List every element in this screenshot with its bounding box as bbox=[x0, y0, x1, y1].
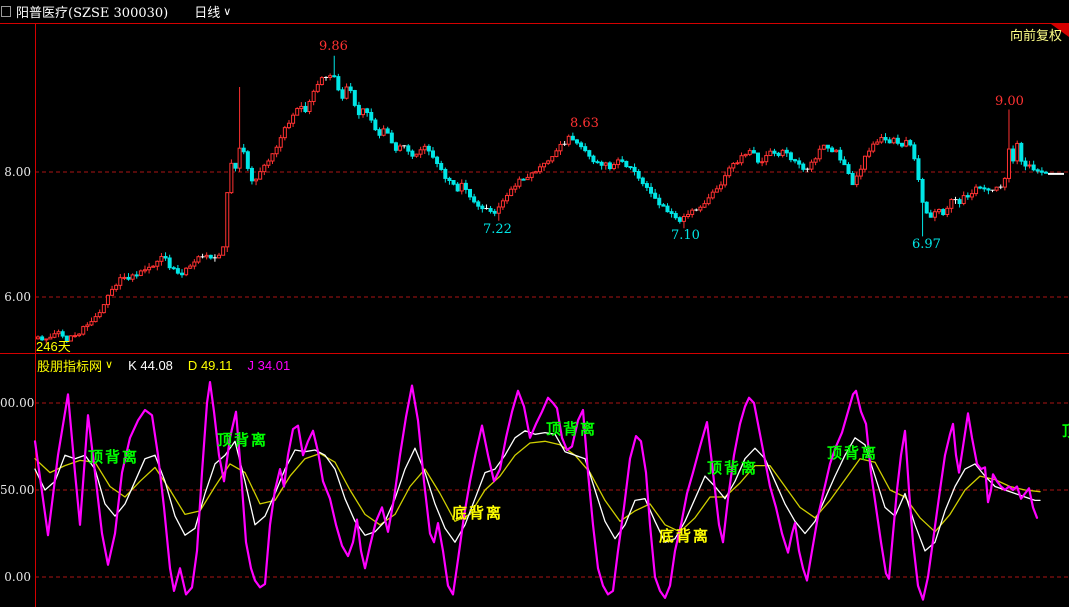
divergence-label: 顶背离 bbox=[1062, 420, 1069, 441]
kdj-j-label: J bbox=[247, 358, 255, 373]
kdj-d-label: D bbox=[187, 358, 198, 373]
kdj-j-value: 34.01 bbox=[257, 358, 291, 373]
corner-flag-icon bbox=[1051, 24, 1069, 37]
price-extreme-label: 6.97 bbox=[912, 237, 941, 252]
divergence-label: 顶背离 bbox=[217, 432, 269, 449]
kdj-line-K bbox=[34, 430, 1041, 552]
kdj-axis-tick-label: 50.00 bbox=[0, 483, 35, 497]
divergence-label: 顶背离 bbox=[827, 445, 879, 462]
kdj-axis-tick-label: 0.00 bbox=[4, 570, 31, 584]
price-extreme-label: 8.63 bbox=[570, 116, 599, 131]
chevron-down-icon: ∨ bbox=[105, 359, 114, 371]
kdj-k-readout: K 44.08 bbox=[128, 358, 173, 373]
indicator-selector[interactable]: 股朋指标网 ∨ bbox=[37, 356, 113, 375]
indicator-name: 股朋指标网 bbox=[37, 359, 103, 374]
price-axis-tick-label: 8.00 bbox=[4, 165, 31, 179]
kdj-d-value: 49.11 bbox=[200, 358, 233, 373]
kdj-line-J bbox=[33, 381, 1039, 601]
price-extreme-label: 7.10 bbox=[671, 228, 700, 243]
titlebar: 阳普医疗(SZSE 300030) 日线 ∨ bbox=[0, 0, 1069, 23]
divergence-label: 顶背离 bbox=[88, 449, 140, 466]
period-label: 日线 bbox=[194, 6, 221, 21]
stock-title: 阳普医疗(SZSE 300030) bbox=[16, 6, 169, 21]
price-extreme-label: 9.86 bbox=[319, 39, 348, 54]
price-axis-tick-label: 6.00 bbox=[4, 290, 31, 304]
kdj-line-D bbox=[34, 440, 1041, 533]
kdj-j-readout: J 34.01 bbox=[248, 358, 291, 373]
indicator-header: 股朋指标网 ∨ K 44.08 D 49.11 J 34.01 bbox=[37, 356, 290, 375]
kdj-k-label: K bbox=[128, 358, 137, 373]
divergence-label: 底背离 bbox=[452, 505, 504, 522]
period-span-label: 246天 bbox=[36, 339, 71, 354]
divergence-label: 顶背离 bbox=[707, 460, 759, 477]
kdj-axis-tick-label: 00.00 bbox=[0, 396, 35, 410]
price-extreme-label: 7.22 bbox=[483, 222, 512, 237]
divergence-label: 底背离 bbox=[659, 528, 711, 545]
chevron-down-icon: ∨ bbox=[223, 5, 232, 18]
divergence-label: 顶背离 bbox=[546, 421, 598, 438]
period-selector[interactable]: 日线 ∨ bbox=[194, 2, 231, 21]
window-icon[interactable] bbox=[1, 6, 11, 17]
price-adjust-mode-label[interactable]: 向前复权 bbox=[1009, 28, 1062, 43]
price-extreme-label: 9.00 bbox=[995, 94, 1024, 109]
kdj-k-value: 44.08 bbox=[140, 358, 173, 373]
kdj-d-readout: D 49.11 bbox=[188, 358, 233, 373]
